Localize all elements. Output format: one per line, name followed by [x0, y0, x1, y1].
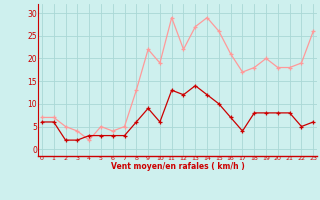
X-axis label: Vent moyen/en rafales ( km/h ): Vent moyen/en rafales ( km/h ): [111, 162, 244, 171]
